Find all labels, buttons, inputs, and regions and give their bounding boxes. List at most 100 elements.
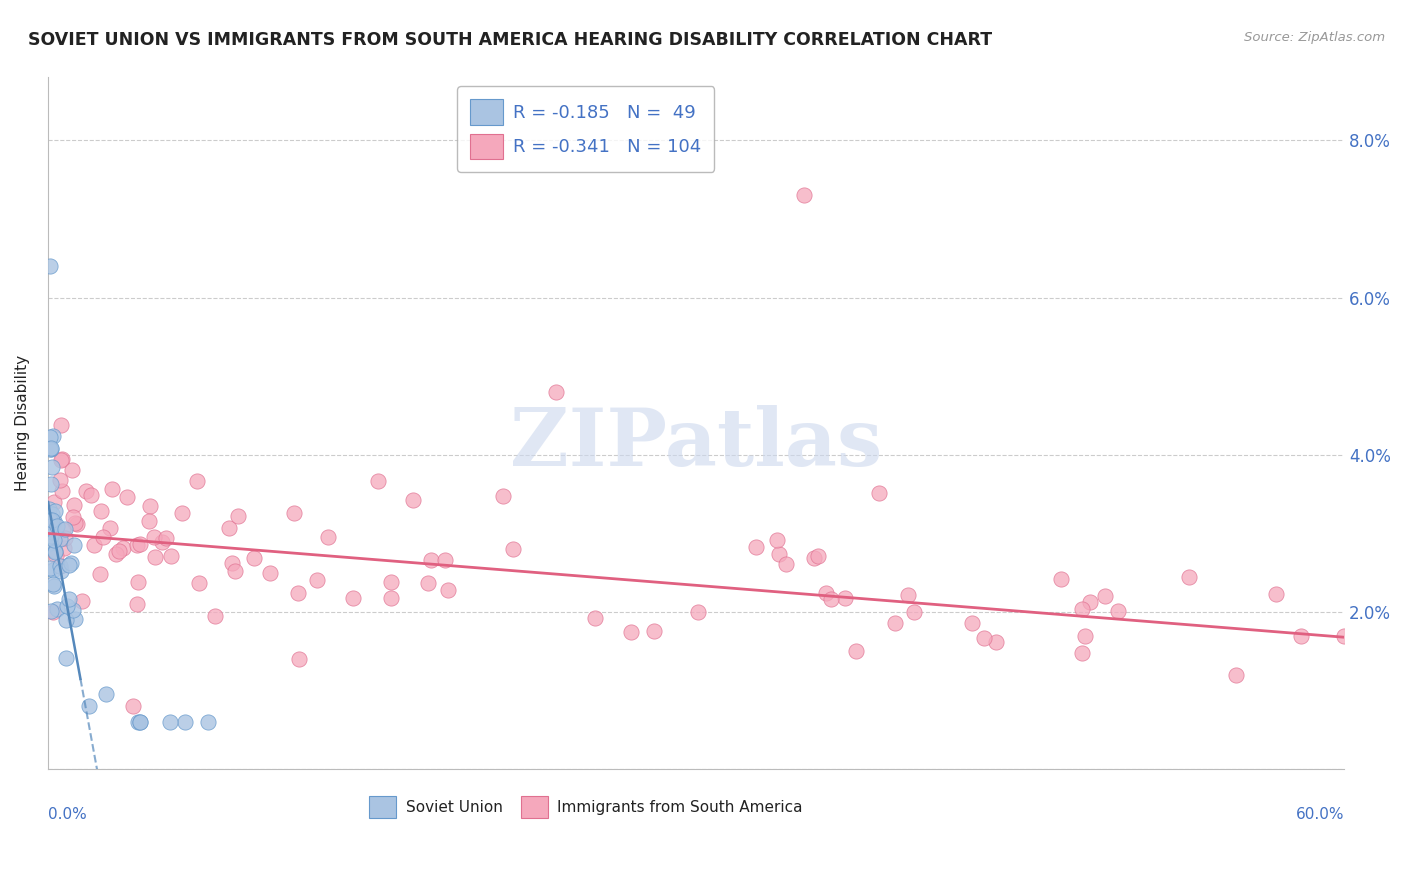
Point <box>41 513 63 527</box>
Point <box>63 537 86 551</box>
Point <box>108 544 131 558</box>
Point <box>173 715 195 730</box>
Point <box>127 715 149 730</box>
Point <box>142 530 165 544</box>
Point <box>38 513 60 527</box>
Point <box>42 562 65 576</box>
Point <box>60 463 83 477</box>
Point <box>186 475 208 489</box>
Point <box>53 531 76 545</box>
Point <box>42 495 65 509</box>
Point <box>89 566 111 581</box>
Point <box>127 575 149 590</box>
Point <box>105 547 128 561</box>
Point <box>51 483 73 498</box>
Point <box>1265 587 1288 601</box>
Point <box>128 715 150 730</box>
Point <box>884 616 907 631</box>
Point <box>75 484 97 499</box>
Point <box>101 482 124 496</box>
Point <box>1078 595 1101 609</box>
Point <box>53 541 76 555</box>
Legend: Soviet Union, Immigrants from South America: Soviet Union, Immigrants from South Amer… <box>363 790 808 824</box>
Point <box>224 564 246 578</box>
Point <box>316 530 339 544</box>
Point <box>128 537 150 551</box>
Point <box>544 384 567 399</box>
Point <box>643 624 665 639</box>
Point <box>984 635 1007 649</box>
Point <box>39 430 62 444</box>
Point <box>56 599 79 614</box>
Point <box>66 517 89 532</box>
Point <box>1070 646 1092 660</box>
Point <box>44 544 66 558</box>
Point <box>897 588 920 602</box>
Point <box>44 514 66 528</box>
Point <box>259 566 281 580</box>
Point <box>793 188 815 202</box>
Point <box>155 531 177 545</box>
Point <box>58 592 80 607</box>
Point <box>45 602 67 616</box>
Point <box>55 614 77 628</box>
Point <box>41 459 63 474</box>
Text: Source: ZipAtlas.com: Source: ZipAtlas.com <box>1244 31 1385 45</box>
Point <box>434 553 457 567</box>
Point <box>39 604 62 618</box>
Text: 0.0%: 0.0% <box>48 807 87 822</box>
Point <box>768 548 790 562</box>
Point <box>44 504 66 518</box>
Point <box>221 557 243 571</box>
Point <box>48 558 70 573</box>
Point <box>868 486 890 500</box>
Point <box>83 538 105 552</box>
Point <box>342 591 364 605</box>
Point <box>52 524 75 538</box>
Point <box>834 591 856 605</box>
Point <box>845 644 868 658</box>
Point <box>197 715 219 730</box>
Point <box>51 451 73 466</box>
Point <box>94 687 117 701</box>
Point <box>41 524 63 539</box>
Point <box>49 453 72 467</box>
Point <box>39 442 62 456</box>
Point <box>62 603 84 617</box>
Point <box>49 473 72 487</box>
Point <box>228 508 250 523</box>
Point <box>814 585 837 599</box>
Point <box>1094 589 1116 603</box>
Point <box>62 510 84 524</box>
Point <box>1071 602 1094 616</box>
Point <box>39 477 62 491</box>
Point <box>58 558 80 573</box>
Point <box>41 507 63 521</box>
Point <box>416 576 439 591</box>
Point <box>39 536 62 550</box>
Point <box>766 533 789 548</box>
Point <box>903 605 925 619</box>
Point <box>38 502 60 516</box>
Point <box>80 488 103 502</box>
Point <box>686 605 709 619</box>
Point <box>41 519 63 533</box>
Point <box>583 611 606 625</box>
Point <box>129 715 152 730</box>
Point <box>402 493 425 508</box>
Point <box>1178 570 1201 584</box>
Point <box>288 652 311 666</box>
Point <box>41 606 63 620</box>
Point <box>1225 668 1247 682</box>
Point <box>127 597 149 611</box>
Point <box>45 549 67 563</box>
Point <box>98 520 121 534</box>
Point <box>143 549 166 564</box>
Point <box>380 575 402 590</box>
Point <box>63 498 86 512</box>
Point <box>150 535 173 549</box>
Point <box>744 540 766 554</box>
Point <box>820 592 842 607</box>
Point <box>1289 629 1312 643</box>
Point <box>72 593 94 607</box>
